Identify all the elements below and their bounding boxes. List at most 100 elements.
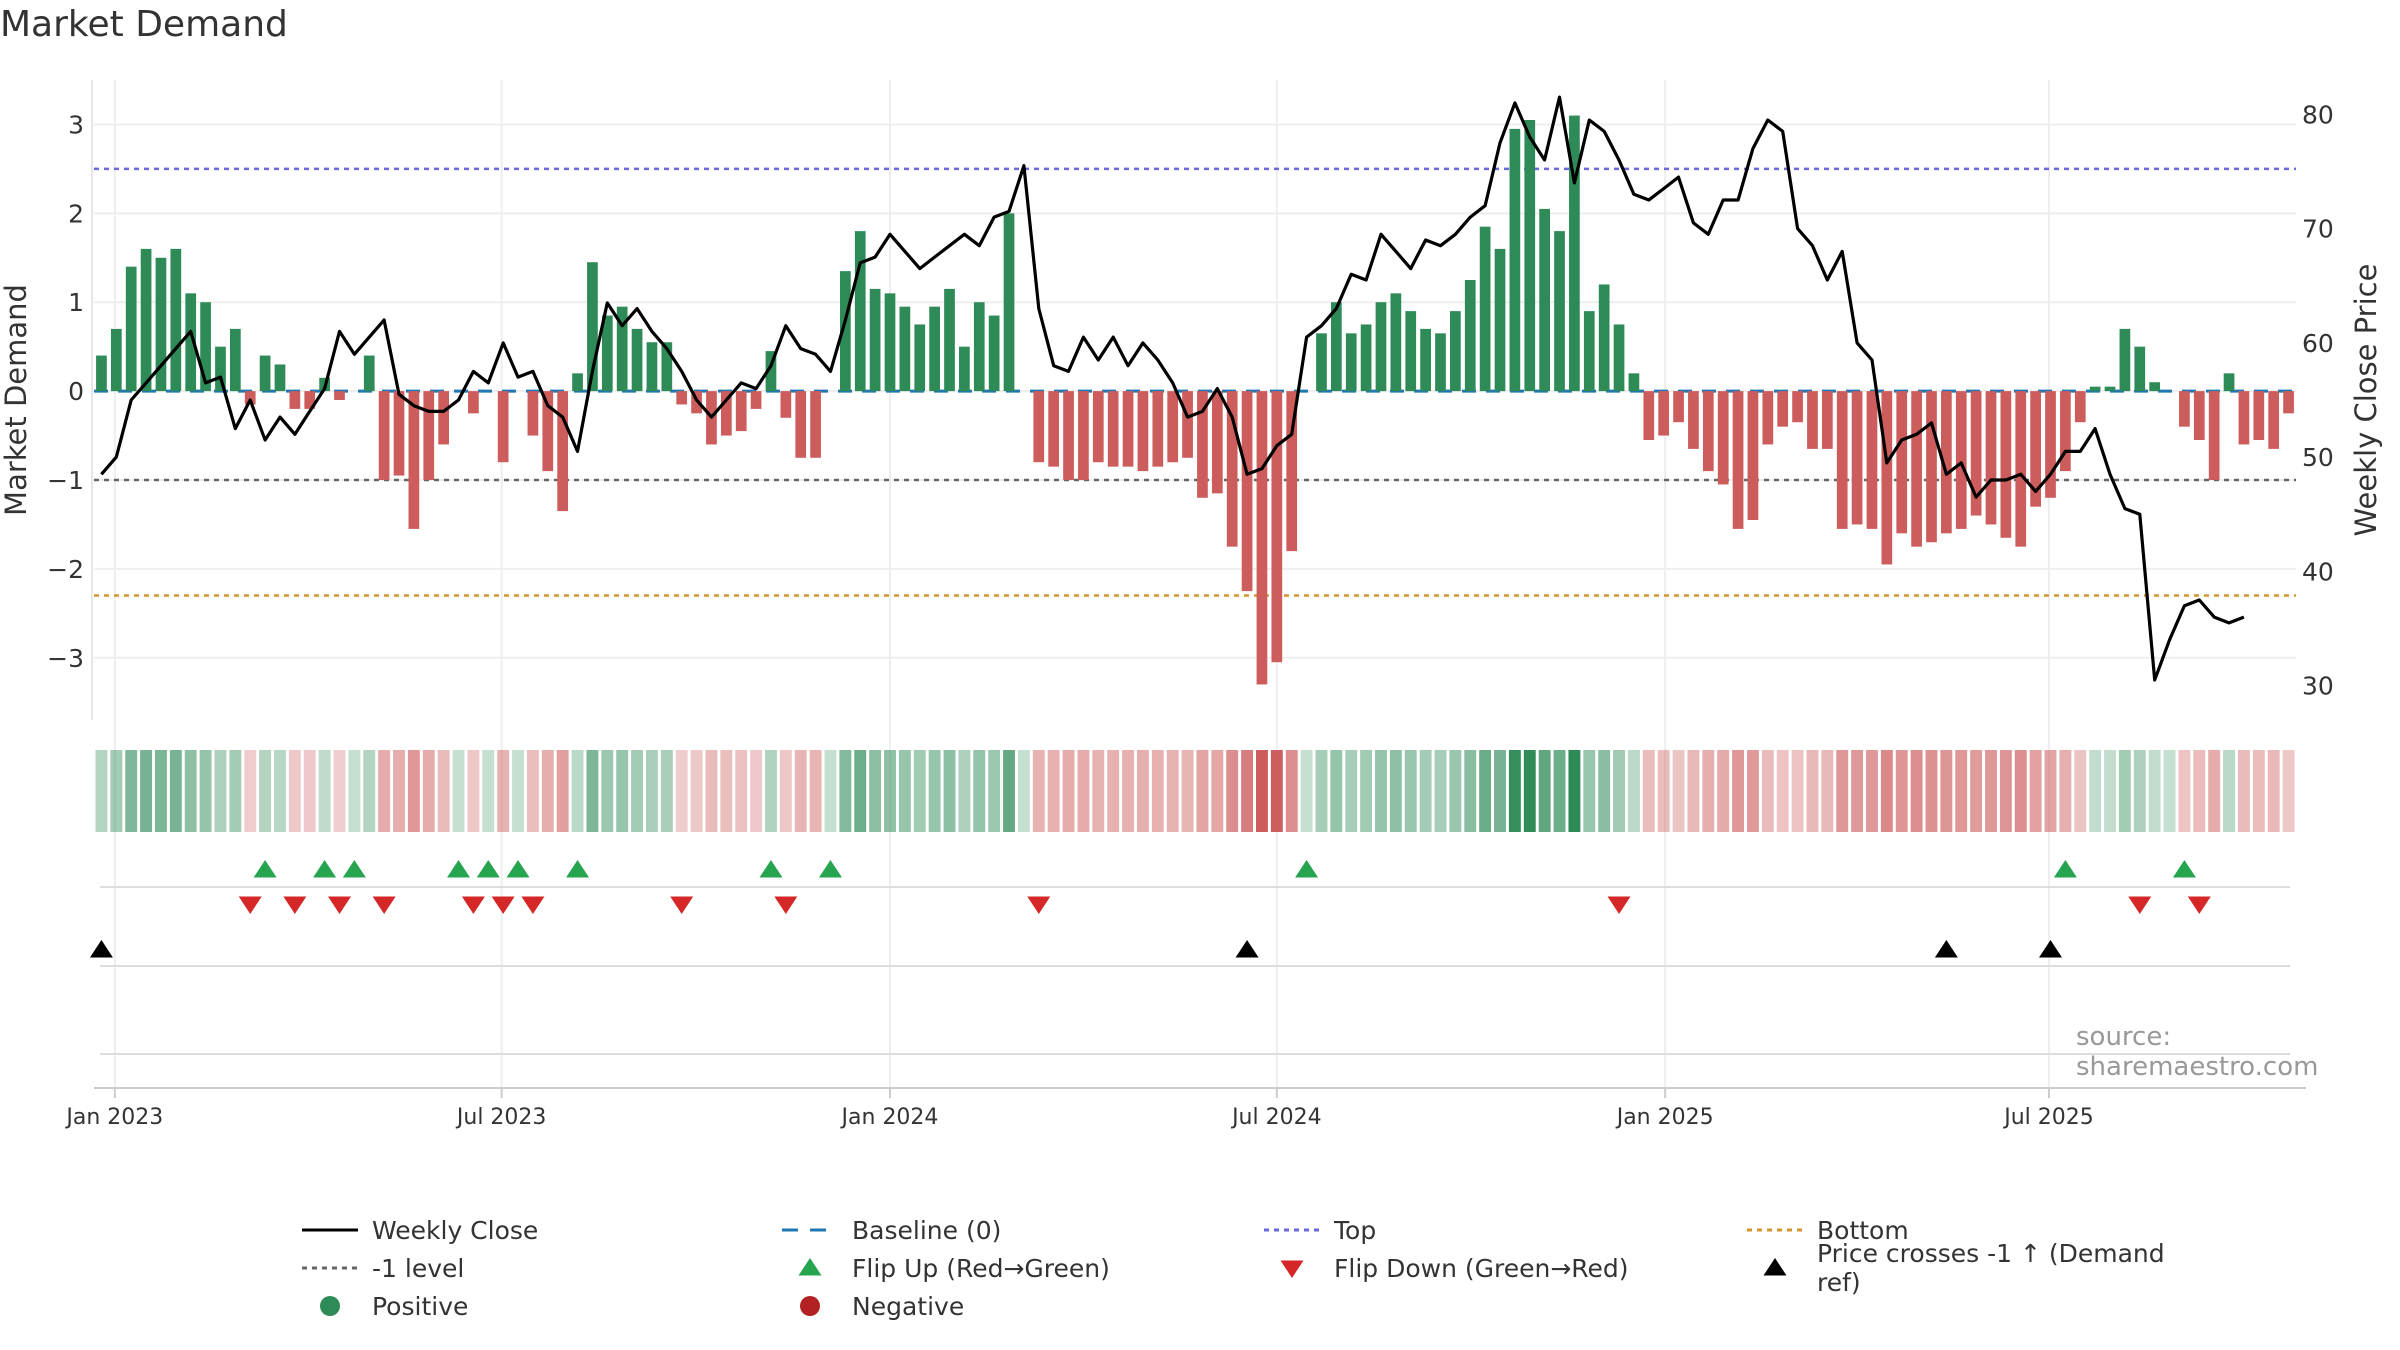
demand-bar xyxy=(110,328,122,392)
demand-bar xyxy=(1881,391,1893,565)
demand-bar xyxy=(2015,391,2027,547)
demand-bar xyxy=(1762,391,1774,445)
demand-bar xyxy=(1955,391,1967,529)
flip-up-marker xyxy=(2053,860,2077,878)
x-tick-label: Jul 2024 xyxy=(1230,1105,1322,1130)
demand-bar xyxy=(1479,226,1491,392)
demand-bar xyxy=(1137,391,1149,472)
demand-bar xyxy=(1107,391,1119,467)
demand-bar xyxy=(363,355,375,392)
heat-cell xyxy=(348,750,361,832)
y2-tick-label: 80 xyxy=(2302,100,2334,129)
heat-cell xyxy=(1419,750,1432,832)
heat-cell xyxy=(1017,750,1030,832)
y2-tick-label: 30 xyxy=(2302,672,2334,701)
x-tick-label: Jan 2025 xyxy=(1615,1105,1714,1130)
heat-cell xyxy=(1836,750,1849,832)
signal-markers xyxy=(89,860,2290,1055)
heat-cell xyxy=(274,750,286,832)
demand-bar xyxy=(289,391,301,409)
demand-bar xyxy=(1122,391,1134,467)
legend-swatch-icon xyxy=(1262,1212,1322,1248)
heat-cell xyxy=(333,750,346,832)
demand-bar xyxy=(1360,324,1372,392)
heat-cell xyxy=(2193,750,2206,832)
demand-bars xyxy=(96,115,2294,685)
heat-cell xyxy=(660,750,673,832)
legend-item: Top xyxy=(1262,1212,1376,1248)
heat-cell xyxy=(779,750,792,832)
heat-cell xyxy=(1092,750,1105,832)
heat-cell xyxy=(735,750,748,832)
legend-item: Bottom xyxy=(1745,1212,1909,1248)
heat-cell xyxy=(1970,750,1983,832)
heat-cell xyxy=(1732,750,1745,832)
demand-bar xyxy=(408,391,420,529)
demand-bar xyxy=(1435,333,1446,392)
heat-cell xyxy=(571,750,584,832)
demand-bar xyxy=(378,391,390,480)
y-tick-label: −1 xyxy=(47,466,84,495)
demand-bar xyxy=(468,391,479,414)
demand-bar xyxy=(795,391,807,458)
y-tick-label: 0 xyxy=(68,377,84,406)
heat-cell xyxy=(1062,750,1075,832)
demand-bar xyxy=(140,248,152,392)
demand-bar xyxy=(557,391,569,512)
heat-cell xyxy=(1434,750,1447,832)
demand-bar xyxy=(735,391,747,432)
heat-cell xyxy=(616,750,629,832)
demand-bar xyxy=(1821,391,1833,449)
heat-cell xyxy=(2089,750,2102,832)
heat-cell xyxy=(2029,750,2042,832)
demand-bar xyxy=(1152,391,1164,467)
demand-bar xyxy=(2193,391,2205,440)
legend-item: Flip Up (Red→Green) xyxy=(780,1250,1110,1286)
demand-bar xyxy=(840,271,851,392)
heat-cell xyxy=(1776,750,1789,832)
heat-cell xyxy=(184,750,197,832)
demand-bar xyxy=(646,342,658,392)
demand-bar xyxy=(1717,391,1729,485)
heat-cell xyxy=(1181,750,1194,832)
demand-bar xyxy=(542,391,554,472)
heat-cell xyxy=(1479,750,1492,832)
legend-item: Flip Down (Green→Red) xyxy=(1262,1250,1629,1286)
legend-swatch-icon xyxy=(780,1212,840,1248)
heat-cell xyxy=(407,750,420,832)
heat-cell xyxy=(973,750,986,832)
y2-tick-label: 40 xyxy=(2302,557,2334,586)
y2-tick-label: 70 xyxy=(2302,215,2334,244)
demand-bar xyxy=(1375,302,1387,392)
legend-item: Negative xyxy=(780,1288,964,1324)
demand-bar xyxy=(780,391,792,418)
heat-cell xyxy=(1880,750,1893,832)
demand-bar xyxy=(1732,391,1744,529)
demand-bar xyxy=(1464,280,1476,392)
x-tick-label: Jan 2024 xyxy=(840,1105,939,1130)
heat-cell xyxy=(1285,750,1298,832)
heat-cell xyxy=(1523,750,1536,832)
flip-up-marker xyxy=(759,860,783,878)
legend-swatch-icon xyxy=(1745,1250,1805,1286)
heat-cell xyxy=(1226,750,1239,832)
heat-cell xyxy=(720,750,733,832)
heat-cell xyxy=(1122,750,1134,832)
demand-bar xyxy=(1866,391,1878,529)
legend-swatch-icon xyxy=(300,1288,360,1324)
heat-cell xyxy=(1702,750,1715,832)
demand-bar xyxy=(601,315,613,392)
heat-cell xyxy=(140,750,153,832)
heat-cell xyxy=(2163,750,2176,832)
flip-down-marker xyxy=(491,896,515,914)
heat-cell xyxy=(884,750,896,832)
heat-cell xyxy=(437,750,450,832)
heat-cell xyxy=(1270,750,1283,832)
demand-bar xyxy=(1539,208,1550,392)
y-tick-label: −2 xyxy=(47,555,84,584)
demand-bar xyxy=(1628,373,1640,392)
demand-bar xyxy=(1688,391,1699,449)
demand-bar xyxy=(274,364,286,392)
legend-label: Positive xyxy=(372,1291,469,1321)
